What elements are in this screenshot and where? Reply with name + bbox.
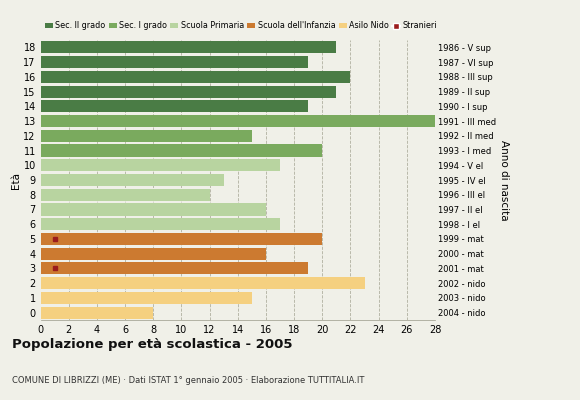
Bar bbox=[41, 248, 266, 260]
Bar bbox=[41, 41, 336, 54]
Bar bbox=[41, 56, 308, 68]
Bar bbox=[41, 189, 209, 201]
Text: COMUNE DI LIBRIZZI (ME) · Dati ISTAT 1° gennaio 2005 · Elaborazione TUTTITALIA.I: COMUNE DI LIBRIZZI (ME) · Dati ISTAT 1° … bbox=[12, 376, 364, 385]
Y-axis label: Anno di nascita: Anno di nascita bbox=[499, 140, 509, 220]
Y-axis label: Età: Età bbox=[10, 172, 20, 188]
Bar bbox=[41, 174, 224, 186]
Legend: Sec. II grado, Sec. I grado, Scuola Primaria, Scuola dell'Infanzia, Asilo Nido, : Sec. II grado, Sec. I grado, Scuola Prim… bbox=[45, 21, 437, 30]
Bar bbox=[41, 233, 322, 245]
Bar bbox=[41, 292, 252, 304]
Bar bbox=[41, 277, 365, 289]
Bar bbox=[41, 204, 266, 216]
Text: Popolazione per età scolastica - 2005: Popolazione per età scolastica - 2005 bbox=[12, 338, 292, 351]
Bar bbox=[41, 306, 153, 319]
Bar bbox=[41, 115, 435, 127]
Bar bbox=[41, 218, 280, 230]
Bar bbox=[41, 86, 336, 98]
Bar bbox=[41, 100, 308, 112]
Bar bbox=[41, 71, 350, 83]
Bar bbox=[41, 262, 308, 274]
Bar bbox=[41, 130, 252, 142]
Bar bbox=[41, 159, 280, 171]
Bar bbox=[41, 144, 322, 156]
